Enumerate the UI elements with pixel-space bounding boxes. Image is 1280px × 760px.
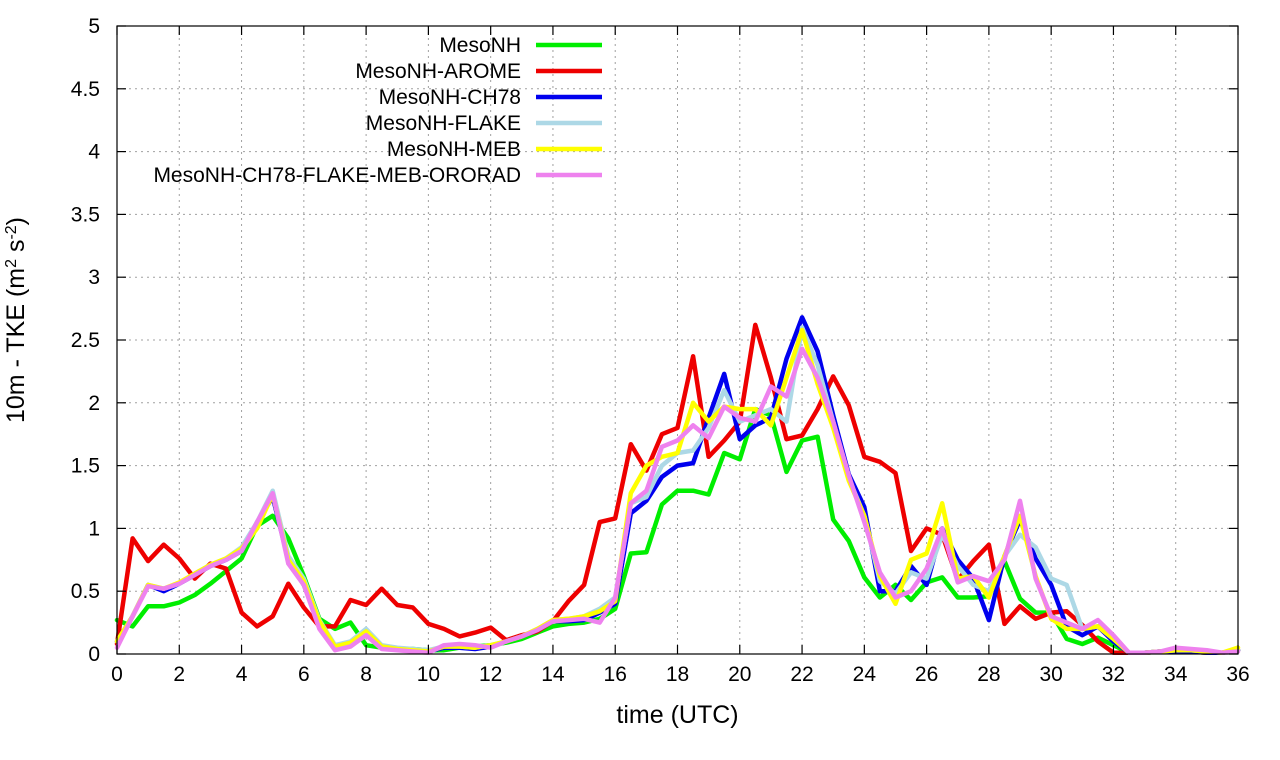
- x-tick-label: 10: [417, 663, 440, 686]
- x-tick-label: 34: [1164, 663, 1188, 686]
- x-tick-labels: 0 2 4 6 8 10 12 14 16 18 20 22 24 26 28 30 32 34 36: [111, 663, 1250, 686]
- x-tick-label: 12: [479, 663, 502, 686]
- y-tick-label: 4.5: [71, 78, 100, 101]
- y-axis-title-mid: s: [2, 240, 30, 259]
- x-tick-label: 6: [298, 663, 310, 686]
- y-tick-label: 1.5: [71, 455, 100, 478]
- legend: MesoNH MesoNH-AROME MesoNH-CH78 MesoNH-FLAK…: [153, 34, 602, 187]
- x-tick-label: 16: [604, 663, 627, 686]
- legend-label: MesoNH-MEB: [387, 138, 521, 161]
- x-tick-label: 0: [111, 663, 123, 686]
- y-tick-label: 0.5: [71, 580, 100, 603]
- x-tick-label: 22: [790, 663, 813, 686]
- y-axis-title-end: ): [2, 217, 30, 225]
- legend-label: MesoNH-AROME: [355, 60, 521, 83]
- legend-label: MesoNH-CH78-FLAKE-MEB-ORORAD: [153, 164, 521, 187]
- x-tick-label: 14: [541, 663, 565, 686]
- y-axis-title: 10m - TKE (m2 s-2): [2, 217, 30, 423]
- x-tick-label: 18: [666, 663, 689, 686]
- y-axis-title-main: 10m - TKE (m: [2, 268, 30, 423]
- legend-label: MesoNH-CH78: [379, 86, 521, 109]
- legend-label: MesoNH: [439, 34, 521, 57]
- x-tick-label: 30: [1039, 663, 1062, 686]
- y-tick-label: 2: [88, 392, 100, 415]
- legend-label: MesoNH-FLAKE: [366, 112, 521, 135]
- x-tick-label: 2: [173, 663, 185, 686]
- axis-ticks: [116, 25, 1239, 655]
- series-lines: [114, 315, 1241, 655]
- x-tick-label: 20: [728, 663, 751, 686]
- y-tick-label: 3.5: [71, 203, 100, 226]
- y-tick-label: 0: [88, 643, 100, 666]
- x-tick-label: 28: [977, 663, 1000, 686]
- y-tick-label: 1: [88, 517, 100, 540]
- x-tick-label: 32: [1102, 663, 1125, 686]
- y-tick-labels: 0 0.5 1 1.5 2 2.5 3 3.5 4 4.5 5: [71, 15, 101, 666]
- x-tick-label: 36: [1226, 663, 1249, 686]
- y-tick-label: 4: [88, 141, 100, 164]
- x-tick-label: 8: [360, 663, 372, 686]
- y-tick-label: 2.5: [71, 329, 100, 352]
- y-tick-label: 3: [88, 266, 100, 289]
- x-tick-label: 26: [915, 663, 938, 686]
- x-tick-label: 24: [853, 663, 877, 686]
- x-axis-title: time (UTC): [616, 701, 738, 729]
- y-axis-title-sup2: -2: [3, 225, 20, 239]
- y-tick-label: 5: [88, 15, 100, 38]
- grid-lines: [117, 26, 1238, 654]
- series-line-6: [114, 346, 1241, 655]
- y-axis-title-sup1: 2: [3, 259, 20, 268]
- x-tick-label: 4: [236, 663, 248, 686]
